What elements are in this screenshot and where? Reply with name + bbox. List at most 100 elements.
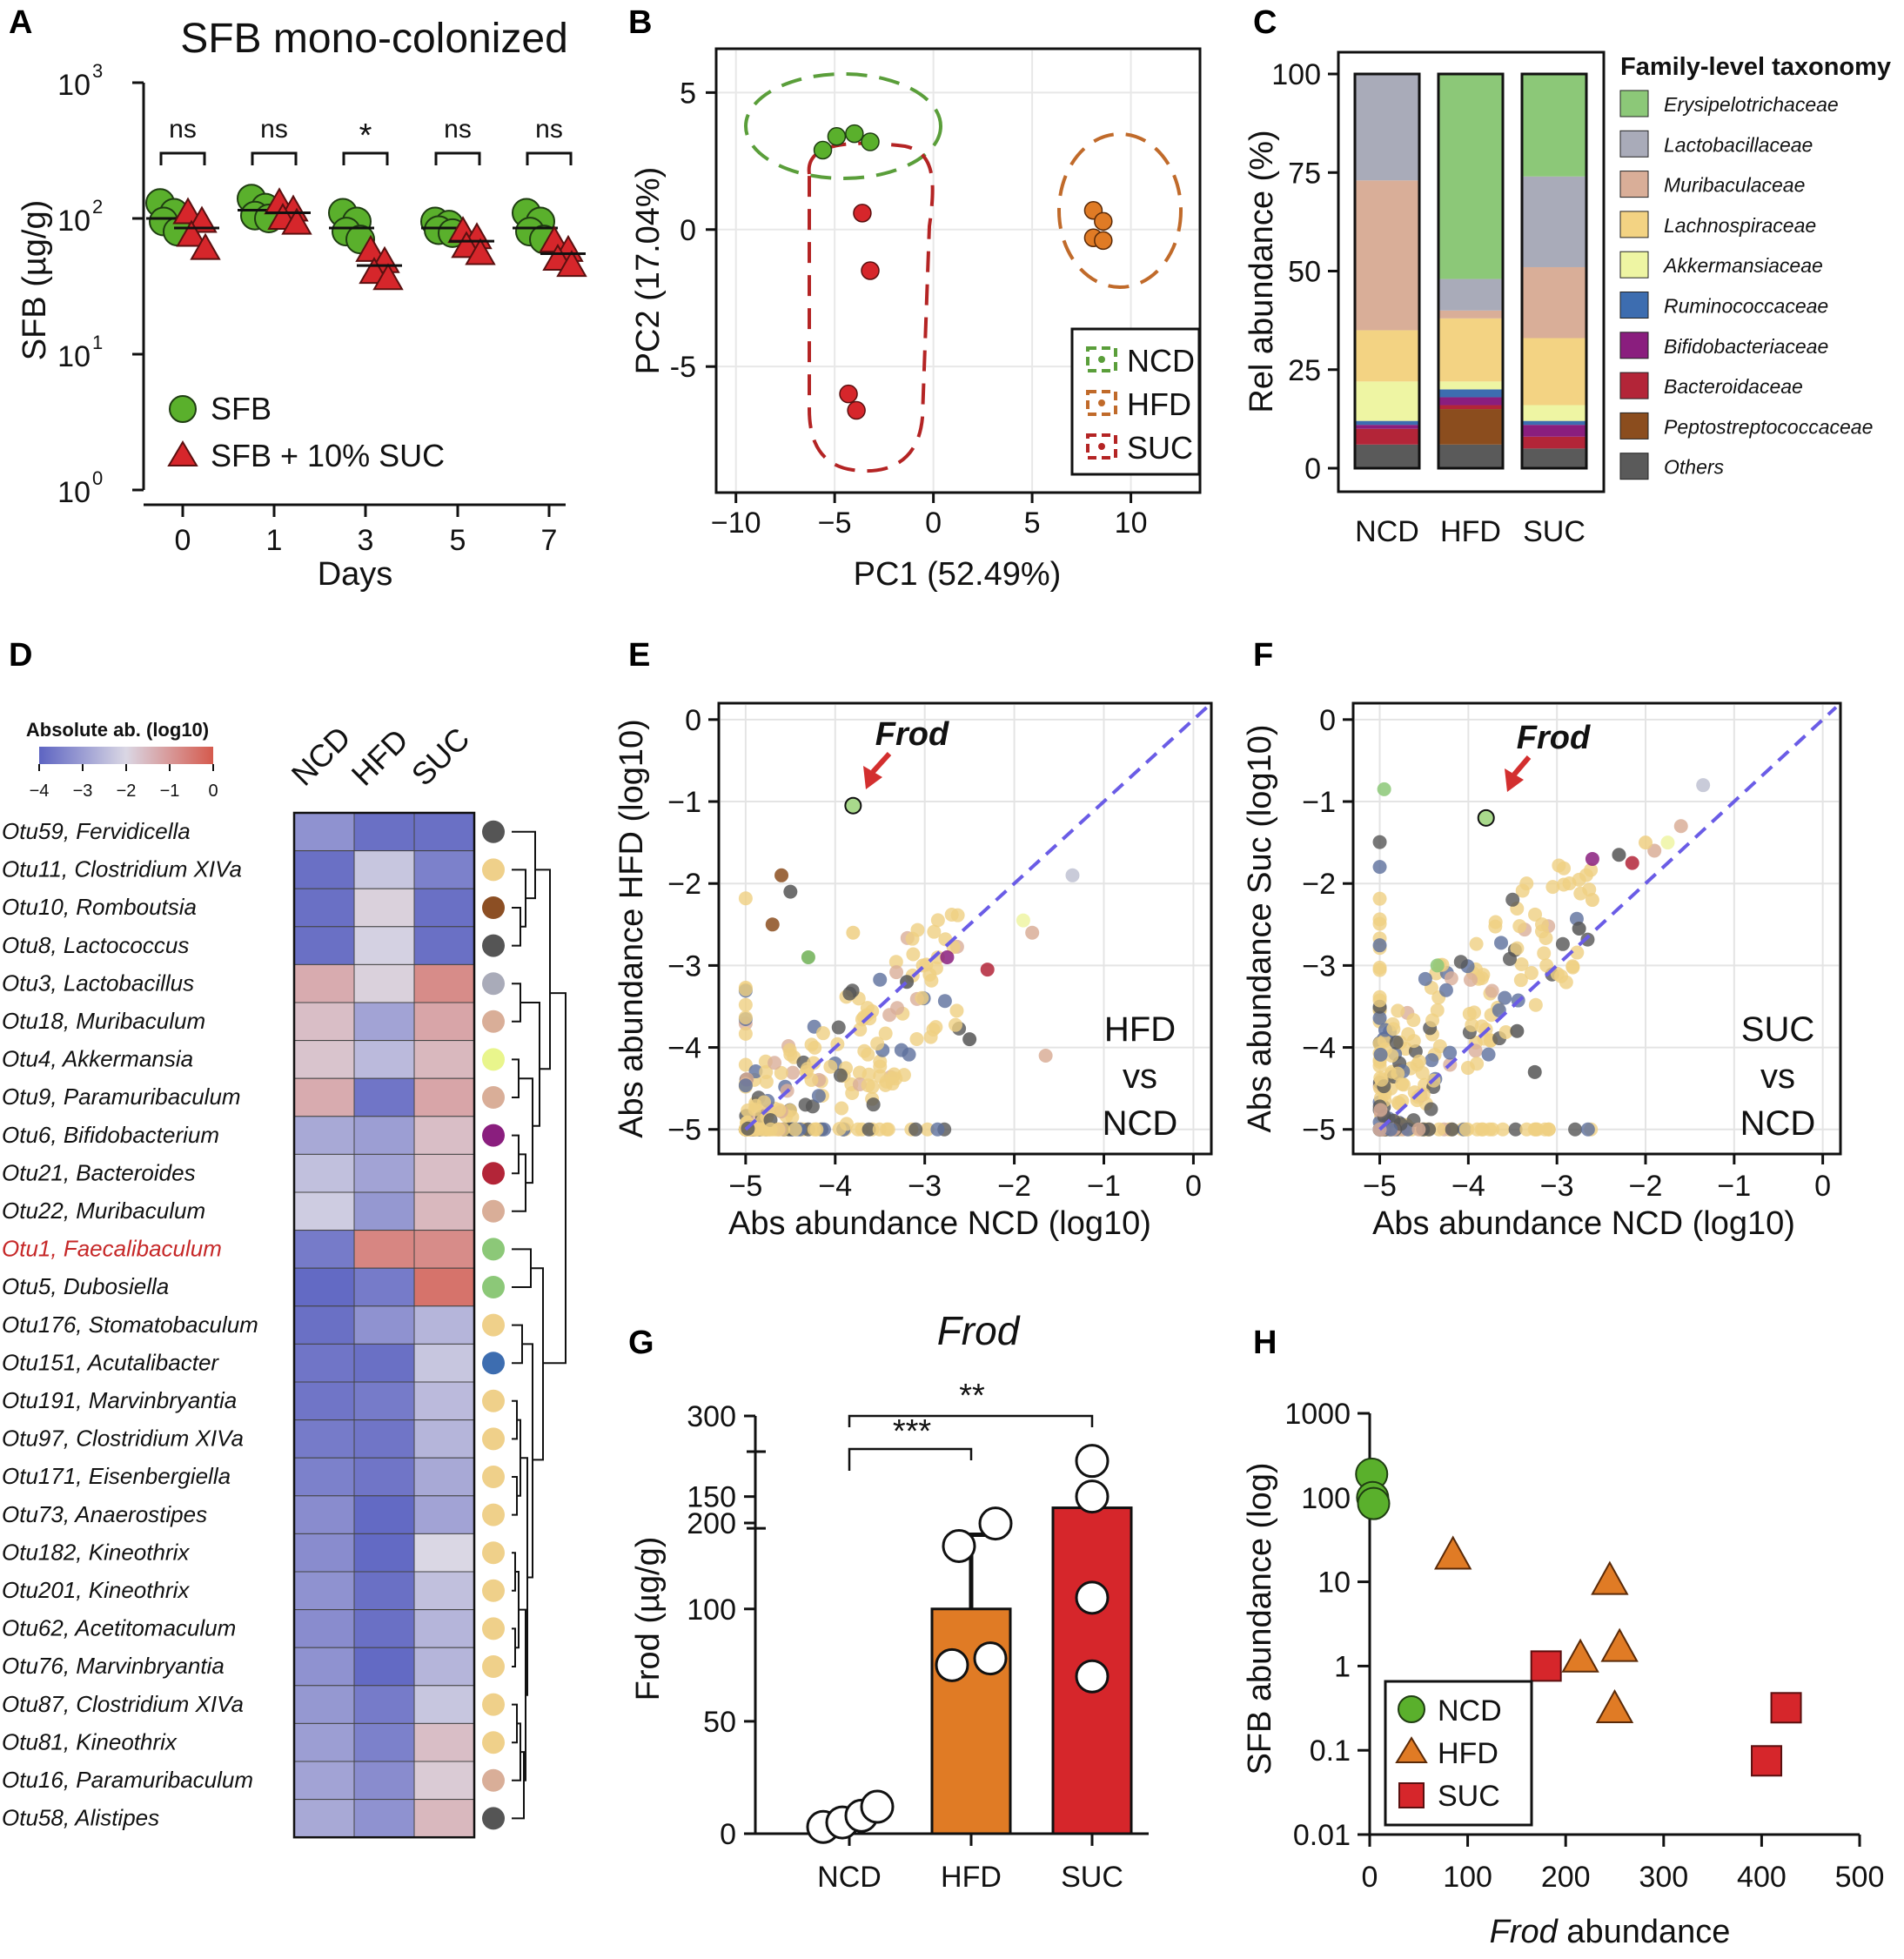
otu-point [1396, 1077, 1411, 1092]
data-point [1075, 1580, 1110, 1615]
heatmap-row-label: Otu9, Paramuribaculum [2, 1083, 241, 1110]
stacked-bar-segment [1355, 330, 1419, 382]
dendrogram-branch [512, 1751, 525, 1820]
heatmap-cell [413, 1571, 475, 1611]
stacked-bar-segment [1438, 318, 1503, 382]
heatmap-row-label: Otu22, Muribaculum [2, 1198, 205, 1224]
y-tick-label: −4 [1302, 1032, 1336, 1065]
significance-label: ns [260, 115, 288, 144]
otu-point [1468, 1043, 1483, 1058]
taxon-color-dot [482, 1162, 505, 1185]
heatmap-row-label: Otu73, Anaerostipes [2, 1501, 207, 1527]
otu-point [915, 990, 929, 1005]
heatmap-cell [353, 1761, 415, 1801]
legend-marker-hfd [1395, 1736, 1428, 1763]
x-tick-label: SUC [1523, 515, 1586, 548]
legend-swatch [1619, 332, 1649, 359]
scale-tick-label: −2 [117, 782, 137, 801]
y-tick-label: 0 [1319, 704, 1336, 737]
comparison-label-top: SUC [1741, 1010, 1814, 1049]
dendrogram-branch [520, 1457, 528, 1696]
heatmap-cell [413, 1722, 475, 1762]
otu-point [889, 965, 904, 980]
legend-label-suc: SUC [1438, 1780, 1500, 1813]
heatmap-cell [293, 1533, 355, 1573]
pca-point-suc [847, 400, 866, 420]
otu-point [1453, 955, 1468, 969]
legend-label-hfd: HFD [1127, 386, 1191, 422]
scale-tick-label: −3 [73, 782, 93, 801]
heatmap-cell [293, 888, 355, 928]
heatmap-cell [353, 1002, 415, 1042]
panel-b-ylabel: PC2 (17.04%) [630, 167, 667, 375]
legend-key-hfd [1086, 390, 1117, 416]
legend-swatch [1619, 412, 1649, 439]
heatmap-cell [413, 1533, 475, 1573]
otu-point [1660, 835, 1675, 850]
otu-point [1462, 1006, 1477, 1021]
legend-label: Bifidobacteriaceae [1664, 335, 1828, 358]
otu-point [1696, 778, 1711, 793]
heatmap-cell [413, 1419, 475, 1459]
heatmap-row-label: Otu18, Muribaculum [2, 1008, 205, 1034]
panel-h-xlabel-italic: Frod [1490, 1914, 1559, 1950]
identity-diagonal [744, 706, 1209, 1131]
heatmap-cell [413, 1381, 475, 1421]
y-tick-label: 5 [680, 77, 696, 110]
x-tick-label: 0 [1814, 1170, 1831, 1203]
x-tick-label: 0 [1362, 1861, 1378, 1894]
otu-point [1411, 1122, 1426, 1137]
otu-point [1580, 1122, 1595, 1137]
otu-point [1444, 971, 1458, 986]
ellipse-suc [807, 141, 935, 473]
identity-diagonal [1378, 706, 1838, 1131]
heatmap-cell [413, 1230, 475, 1269]
otu-point [949, 1003, 964, 1018]
panel-h-xlabel-rest: abundance [1558, 1914, 1731, 1950]
otu-point [1470, 1057, 1485, 1071]
x-tick-label: 5 [1024, 507, 1041, 540]
otu-point [1534, 924, 1549, 939]
scale-tick-label: −1 [160, 782, 180, 801]
otu-point [1495, 1122, 1510, 1137]
x-tick-label: −10 [711, 507, 761, 540]
bar-hfd [930, 1607, 1012, 1835]
otu-point [1584, 862, 1599, 877]
x-tick-label: −5 [818, 507, 852, 540]
otu-point [835, 1101, 849, 1116]
y-tick-label: −5 [667, 1114, 701, 1147]
y-tick-label: 0 [685, 704, 701, 737]
otu-point [878, 1026, 893, 1041]
otu-point [1498, 1025, 1513, 1040]
otu-point [738, 982, 753, 996]
legend-swatch [1619, 453, 1649, 480]
pca-point-hfd [1094, 231, 1113, 251]
x-tick-label: −5 [1363, 1170, 1397, 1203]
otu-point [880, 1122, 895, 1137]
otu-point [1411, 1090, 1425, 1104]
heatmap-row-label: Otu21, Bacteroides [2, 1159, 196, 1185]
stacked-bar-segment [1355, 444, 1419, 468]
otu-point [1508, 1122, 1523, 1137]
otu-point [738, 891, 753, 906]
y-tick-label: 0.1 [1310, 1734, 1351, 1768]
heatmap-color-scale [39, 747, 213, 764]
heatmap-cell [293, 1116, 355, 1155]
otu-point [1372, 993, 1387, 1008]
heatmap-cell [353, 1381, 415, 1421]
heatmap-cell [353, 1722, 415, 1762]
ellipse-hfd [1057, 132, 1183, 289]
legend-label-suc: SUC [1127, 430, 1193, 466]
otu-point [1519, 1122, 1534, 1137]
significance-bracket [251, 151, 298, 165]
otu-point [1481, 1047, 1496, 1062]
x-tick-label: HFD [941, 1861, 1002, 1894]
panel-letter-e: E [628, 637, 650, 674]
otu-point [738, 1010, 753, 1025]
heatmap-cell [413, 1495, 475, 1534]
x-tick-label: −3 [908, 1170, 942, 1203]
otu-point [1373, 1047, 1388, 1062]
panel-f-xlabel: Abs abundance NCD (log10) [1372, 1205, 1795, 1242]
stacked-bar-segment [1522, 176, 1586, 267]
heatmap-cell [413, 1267, 475, 1307]
